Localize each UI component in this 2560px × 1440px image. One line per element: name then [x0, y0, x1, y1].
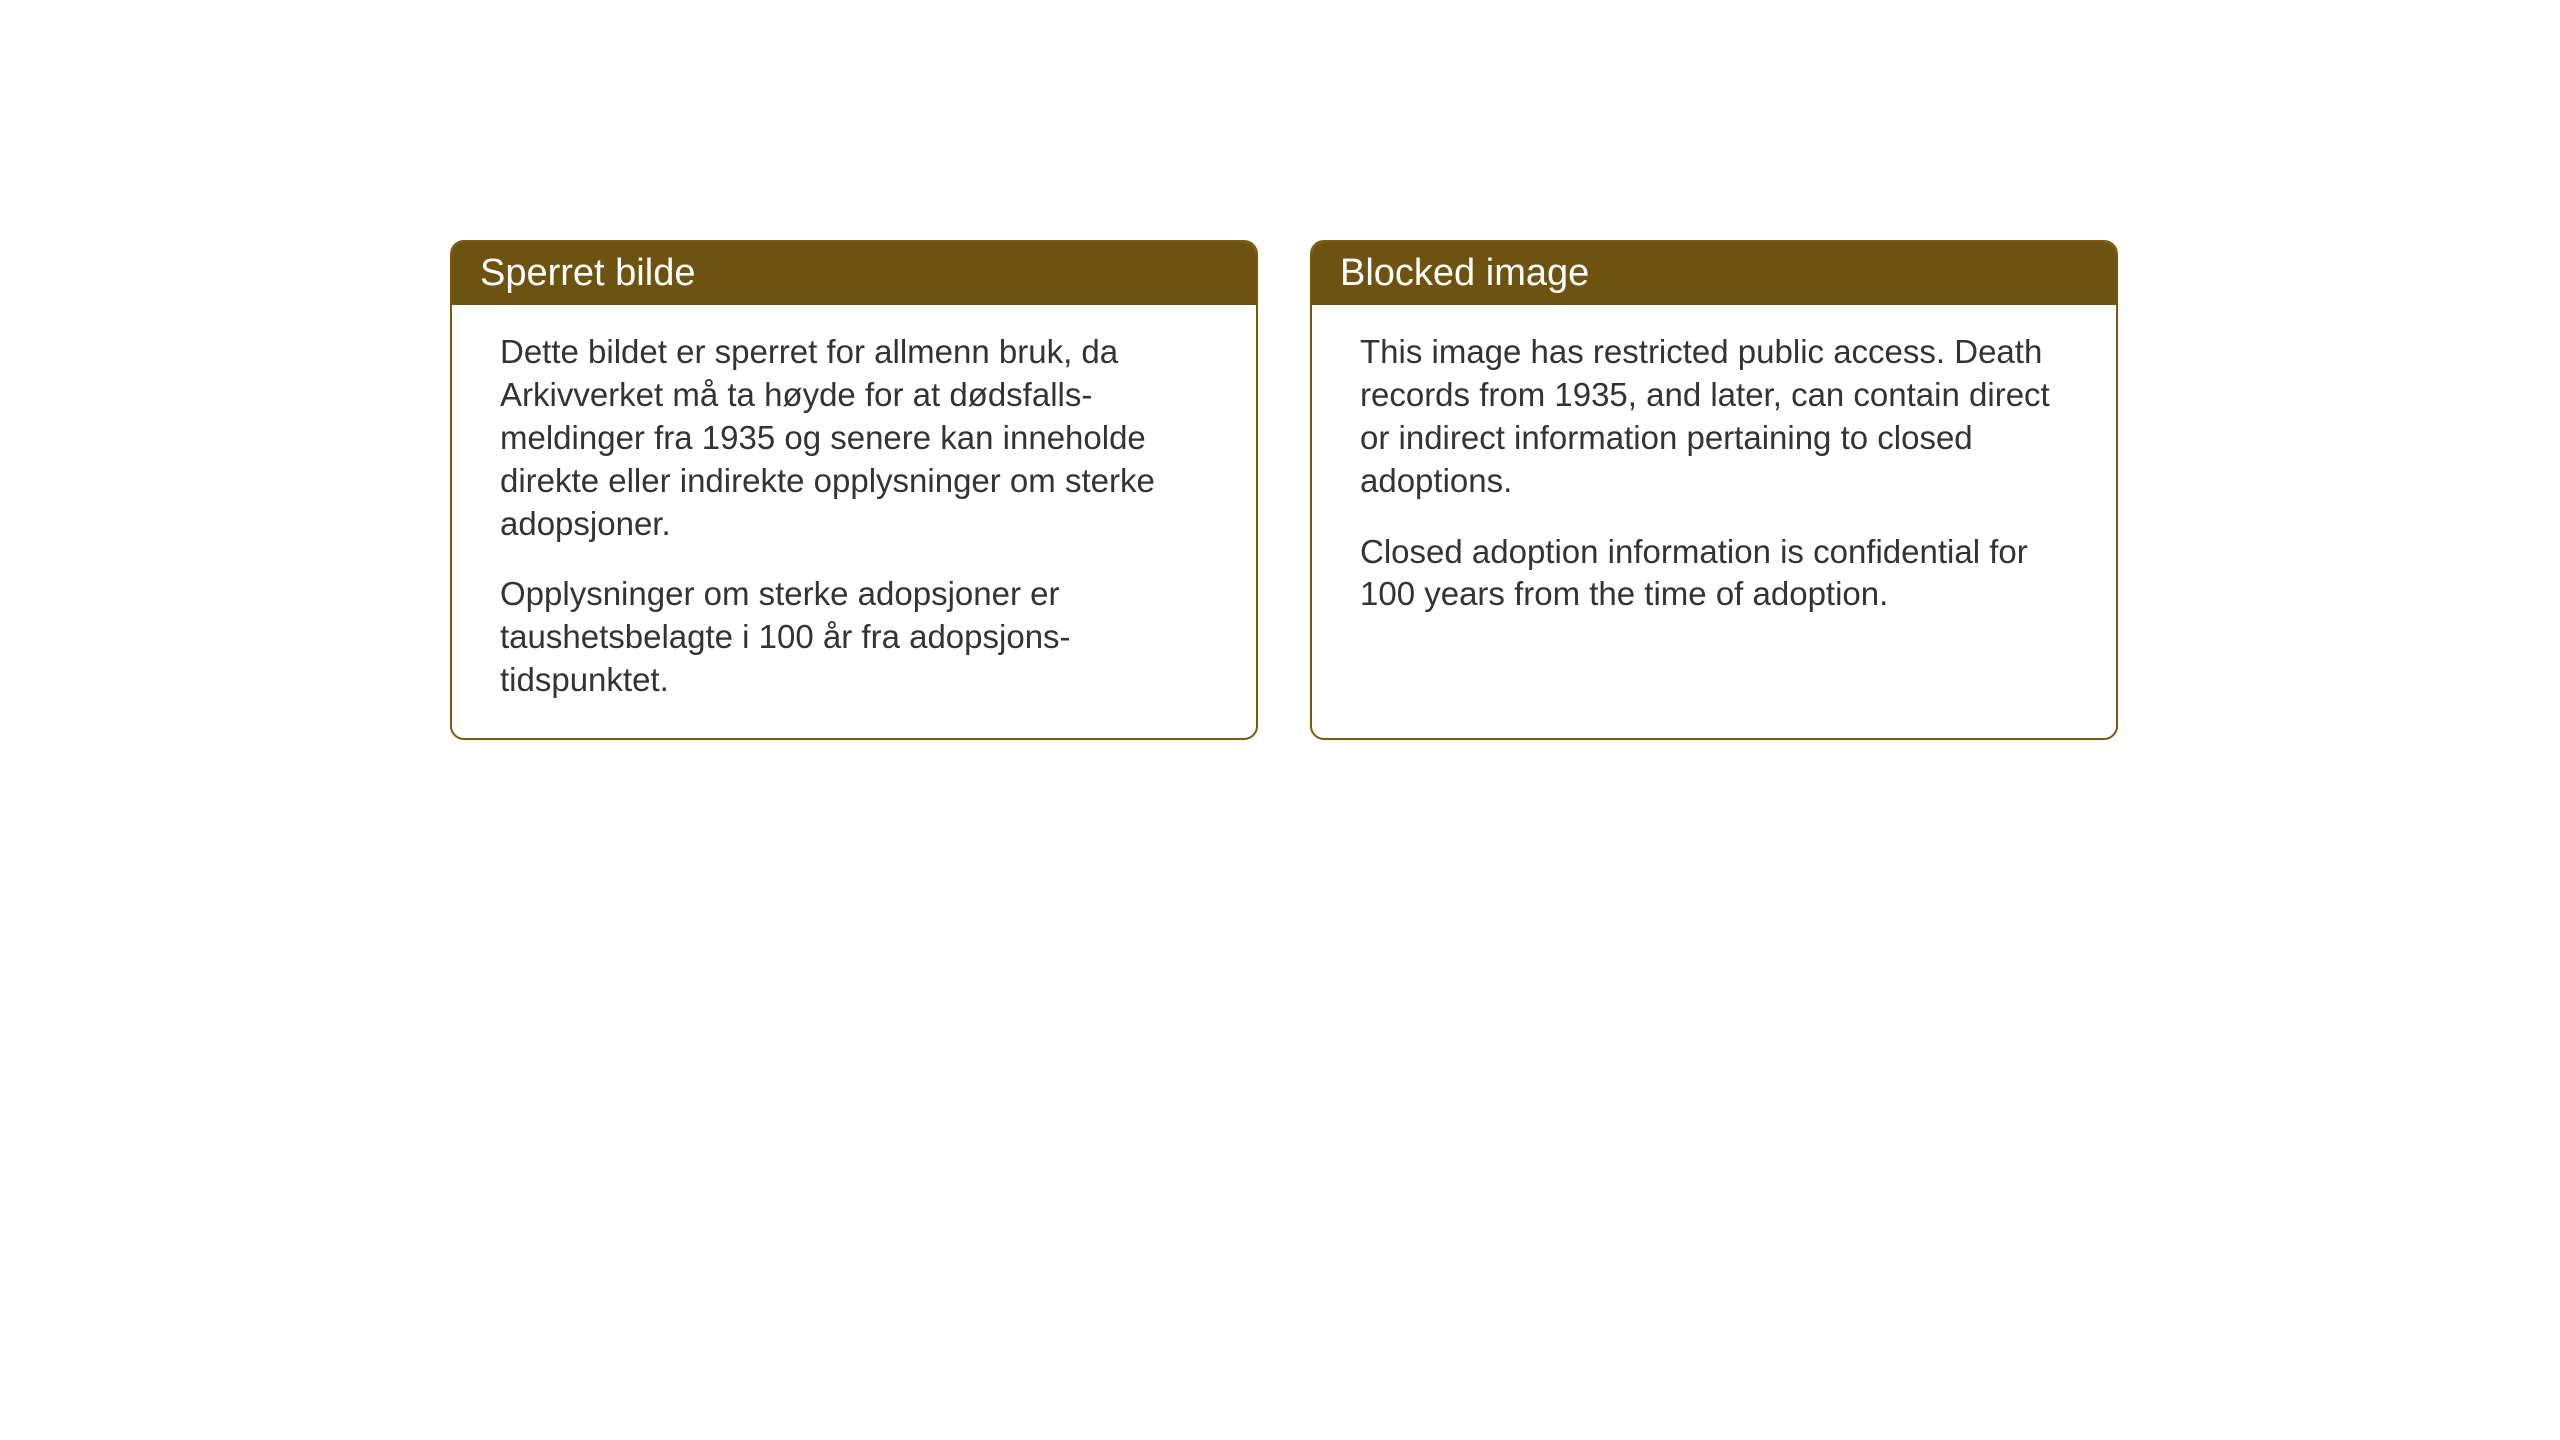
card-header-english: Blocked image	[1312, 242, 2116, 305]
blocked-notice-card-english: Blocked image This image has restricted …	[1310, 240, 2118, 740]
card-container: Sperret bilde Dette bildet er sperret fo…	[0, 0, 2560, 740]
blocked-notice-card-norwegian: Sperret bilde Dette bildet er sperret fo…	[450, 240, 1258, 740]
english-paragraph-1: This image has restricted public access.…	[1360, 331, 2068, 503]
english-paragraph-2: Closed adoption information is confident…	[1360, 531, 2068, 617]
card-body-english: This image has restricted public access.…	[1312, 305, 2116, 706]
card-header-norwegian: Sperret bilde	[452, 242, 1256, 305]
norwegian-paragraph-2: Opplysninger om sterke adopsjoner er tau…	[500, 573, 1208, 702]
card-body-norwegian: Dette bildet er sperret for allmenn bruk…	[452, 305, 1256, 738]
norwegian-paragraph-1: Dette bildet er sperret for allmenn bruk…	[500, 331, 1208, 545]
